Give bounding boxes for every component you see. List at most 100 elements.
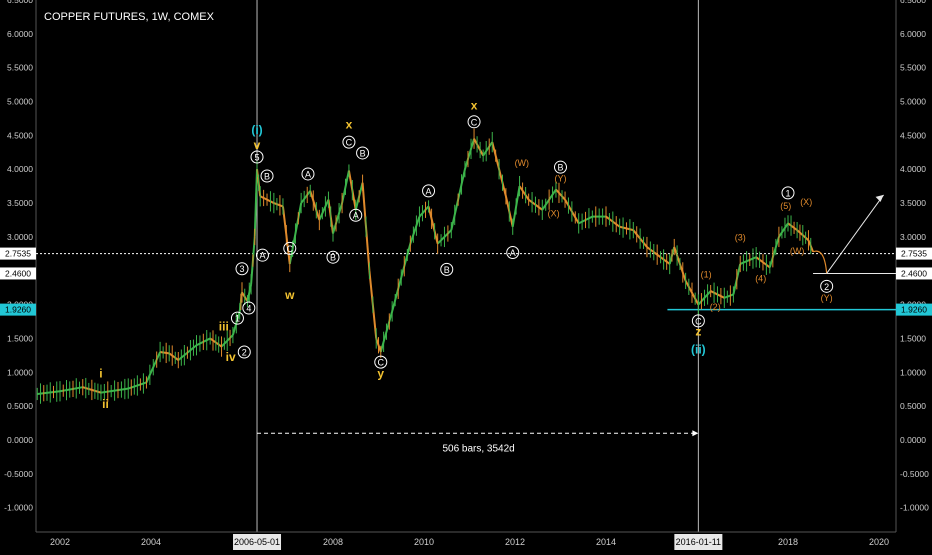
- series-segment: [168, 352, 179, 361]
- wave-circle: [422, 184, 436, 198]
- projection-curve: [812, 250, 828, 274]
- wave-label: (ii): [691, 342, 706, 356]
- series-segment: [318, 199, 330, 221]
- wave-label: (2): [710, 302, 721, 312]
- projection-arrowhead: [875, 194, 884, 202]
- price-line-label: 2.7535: [901, 249, 927, 259]
- wave-label: B: [444, 265, 450, 275]
- wave-label: i: [99, 367, 102, 381]
- x-tick-label: 2010: [414, 537, 434, 547]
- series-segment: [518, 185, 530, 201]
- wave-circle: [283, 241, 297, 255]
- series-segment: [59, 386, 83, 393]
- left-tick-label: 0.5000: [7, 401, 33, 411]
- left-tick-label: 1.5000: [7, 333, 33, 343]
- wave-label: B: [264, 171, 270, 181]
- wave-circle: [781, 186, 795, 200]
- wave-label: (5): [780, 201, 791, 211]
- wave-label: (Y): [555, 173, 567, 183]
- x-tick-label: 2004: [141, 537, 161, 547]
- wave-label: B: [557, 163, 563, 173]
- wave-label: (W): [515, 158, 530, 168]
- highlight-date-label: 2006-05-01: [234, 537, 280, 547]
- price-line-badge: [896, 247, 932, 260]
- wave-circle: [301, 167, 315, 181]
- chart-title: COPPER FUTURES, 1W, COMEX: [44, 11, 215, 23]
- wave-label: A: [305, 169, 311, 179]
- series-segment: [739, 256, 757, 265]
- wave-label: (X): [800, 197, 812, 207]
- projection-line: [826, 194, 884, 274]
- time-axis: 2002 2004 2008 2010 2012 2014 2018 2020: [36, 531, 896, 547]
- wave-label: (1): [701, 270, 712, 280]
- wave-label: ii: [102, 397, 109, 411]
- wave-circle: [235, 262, 249, 276]
- series-segment: [159, 351, 170, 355]
- right-tick-label: -1.0000: [900, 503, 929, 513]
- wave-label: B: [360, 148, 366, 158]
- wave-label: C: [471, 117, 478, 127]
- wave-circle: [691, 314, 705, 328]
- left-tick-label: 3.5000: [7, 198, 33, 208]
- wave-circle: [230, 311, 244, 325]
- right-tick-label: 5.5000: [900, 63, 926, 73]
- wave-circle: [356, 146, 370, 160]
- price-line-label: 2.4600: [901, 268, 927, 278]
- series-segment: [660, 256, 671, 265]
- bar-measure-tool[interactable]: 506 bars, 3542d: [257, 430, 699, 455]
- highlight-date-badge: [233, 534, 282, 550]
- wave-circle: [242, 301, 256, 315]
- right-tick-label: 1.0000: [900, 367, 926, 377]
- left-tick-label: 6.0000: [7, 29, 33, 39]
- price-line-label: 2.4600: [5, 268, 31, 278]
- series-segment: [768, 236, 780, 268]
- series-segment: [300, 190, 312, 204]
- wave-label: 1: [235, 314, 240, 324]
- wave-label: C: [378, 358, 385, 368]
- wave-label: 2: [824, 282, 829, 292]
- wave-circle: [820, 279, 834, 293]
- wave-label: 3: [239, 264, 244, 274]
- right-tick-label: 0.5000: [900, 401, 926, 411]
- wave-label: x: [471, 99, 478, 113]
- x-tick-label: 2018: [778, 537, 798, 547]
- wave-label: iii: [219, 319, 229, 333]
- price-line-label: 2.7535: [5, 249, 31, 259]
- right-tick-label: 6.0000: [900, 29, 926, 39]
- left-tick-label: 0.0000: [7, 435, 33, 445]
- wave-label: A: [353, 211, 359, 221]
- right-tick-label: 4.0000: [900, 164, 926, 174]
- left-tick-label: 5.0000: [7, 97, 33, 107]
- right-tick-label: 5.0000: [900, 97, 926, 107]
- price-line-badge: [896, 267, 932, 280]
- series-segment: [482, 141, 494, 157]
- wave-circle: [349, 208, 363, 222]
- wave-label: (X): [548, 209, 560, 219]
- highlight-date-badge: [674, 534, 723, 550]
- wave-label: x: [346, 118, 353, 132]
- series-segment: [555, 188, 566, 201]
- wave-circle: [506, 245, 520, 259]
- wave-label: (Y): [821, 293, 833, 303]
- right-tick-label: 3.0000: [900, 232, 926, 242]
- left-tick-label: 6.5000: [7, 0, 33, 5]
- series-segment: [409, 216, 421, 244]
- left-tick-label: 3.0000: [7, 232, 33, 242]
- wave-circle: [342, 135, 356, 149]
- series-segment: [332, 202, 344, 234]
- left-tick-label: 4.0000: [7, 164, 33, 174]
- x-tick-label: 2020: [869, 537, 889, 547]
- wave-label: B: [330, 253, 336, 263]
- wave-label: A: [426, 186, 432, 196]
- wave-label: v: [254, 138, 261, 152]
- wave-circle: [326, 250, 340, 264]
- wave-label: iv: [226, 350, 236, 364]
- series-segment: [37, 390, 61, 395]
- series-segment: [418, 205, 430, 218]
- projection-arrow: [812, 194, 884, 274]
- right-tick-label: 6.5000: [900, 0, 926, 5]
- x-tick-label: 2014: [596, 537, 616, 547]
- wave-labels: iiiiiiivv(i)wxyxz(ii)12345BACABCBACABCAB…: [99, 99, 834, 411]
- right-tick-label: -0.5000: [900, 469, 929, 479]
